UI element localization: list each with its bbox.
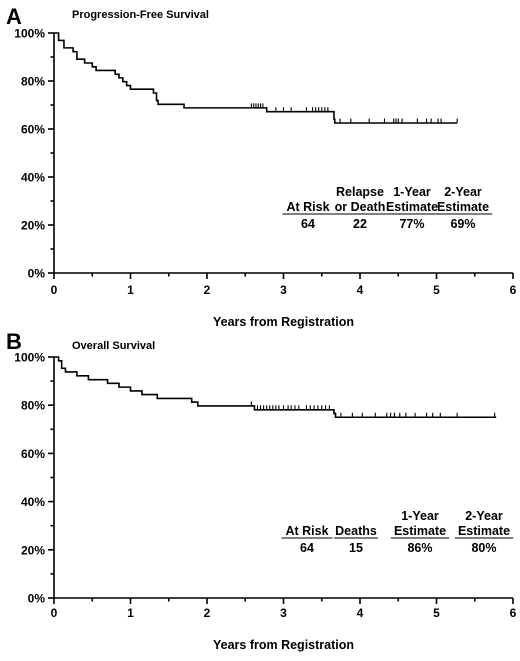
- x-tick-label: 0: [51, 606, 58, 620]
- table-value: 80%: [471, 541, 496, 555]
- y-tick-label: 20%: [21, 543, 45, 557]
- table-header: 1-Year: [401, 509, 439, 523]
- y-tick-label: 100%: [14, 351, 45, 365]
- survival-curve: [54, 356, 497, 419]
- table-header: Estimate: [458, 524, 510, 538]
- x-tick-label: 3: [280, 283, 287, 297]
- table-value: 22: [353, 217, 367, 231]
- x-tick-label: 5: [433, 606, 440, 620]
- x-tick-label: 1: [127, 283, 134, 297]
- x-tick-label: 1: [127, 606, 134, 620]
- panel-label: A: [6, 4, 22, 29]
- panel-a: A Progression-Free Survival 0% 20% 40% 60% 80%…: [6, 4, 517, 329]
- y-tick-label: 100%: [14, 27, 45, 41]
- x-tick-label: 6: [510, 606, 517, 620]
- x-tick-label: 2: [204, 606, 211, 620]
- x-tick-label: 0: [51, 283, 58, 297]
- table-header: Estimate: [394, 524, 446, 538]
- chart-title: Progression-Free Survival: [72, 9, 209, 21]
- x-tick-label: 6: [510, 283, 517, 297]
- table-header: At Risk: [286, 200, 329, 214]
- y-tick-label: 60%: [21, 447, 45, 461]
- x-tick-label: 2: [204, 283, 211, 297]
- table-value: 86%: [407, 541, 432, 555]
- x-tick-label: 3: [280, 606, 287, 620]
- y-tick-label: 80%: [21, 399, 45, 413]
- table-value: 77%: [399, 217, 424, 231]
- table-header: At Risk: [285, 524, 328, 538]
- x-axis-label: Years from Registration: [213, 638, 354, 652]
- table-header: Relapse: [336, 185, 384, 199]
- y-tick-label: 20%: [21, 219, 45, 233]
- table-header: or Death: [335, 200, 386, 214]
- y-tick-label: 80%: [21, 75, 45, 89]
- table-header: 2-Year: [444, 185, 482, 199]
- x-tick-label: 5: [433, 283, 440, 297]
- table-header: Estimate: [386, 200, 438, 214]
- x-tick-label: 4: [357, 606, 364, 620]
- table-value: 15: [349, 541, 363, 555]
- table-header: Deaths: [335, 524, 377, 538]
- y-tick-label: 0%: [28, 592, 46, 606]
- table-value: 69%: [450, 217, 475, 231]
- x-axis-label: Years from Registration: [213, 315, 354, 329]
- y-tick-label: 0%: [28, 267, 46, 281]
- summary-table: At Risk64Deaths151-YearEstimate86%2-Year…: [281, 509, 514, 555]
- table-value: 64: [301, 217, 315, 231]
- table-header: Estimate: [437, 200, 489, 214]
- table-header: 1-Year: [393, 185, 431, 199]
- chart-title: Overall Survival: [72, 340, 155, 352]
- x-tick-label: 4: [357, 283, 364, 297]
- table-header: 2-Year: [465, 509, 503, 523]
- panel-label: B: [6, 329, 22, 354]
- table-value: 64: [300, 541, 314, 555]
- y-tick-label: 40%: [21, 171, 45, 185]
- y-tick-label: 40%: [21, 495, 45, 509]
- panel-b: B Overall Survival 0% 20% 40% 60% 80% 100% 0 1 2 3 4…: [6, 329, 517, 652]
- y-tick-label: 60%: [21, 123, 45, 137]
- survival-curve: [54, 32, 458, 124]
